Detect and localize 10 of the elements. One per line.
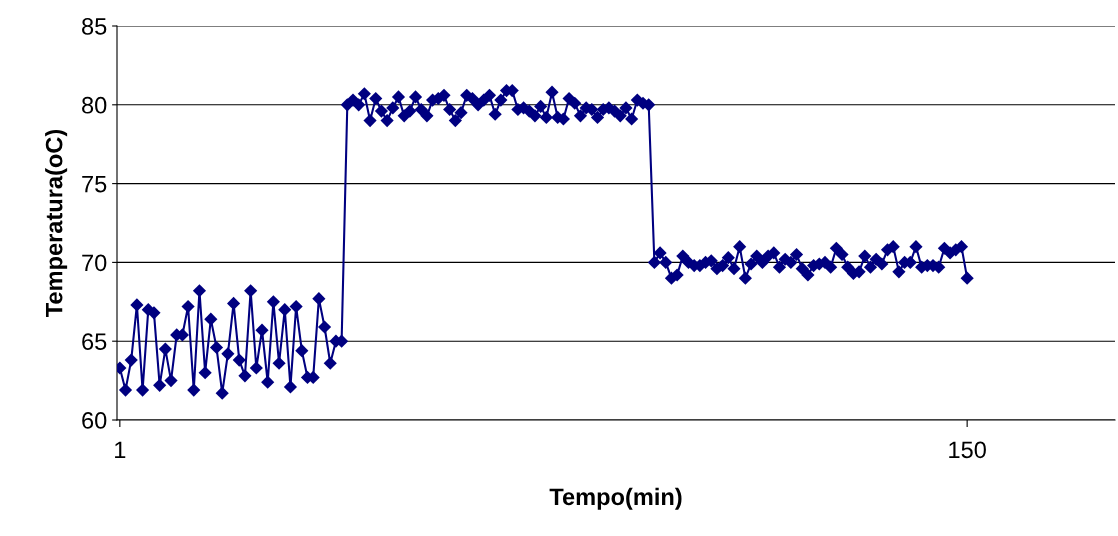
y-tick-label: 85 (82, 18, 107, 35)
x-tick-label: 150 (949, 441, 986, 459)
y-axis-title: Temperatura(oC) (45, 129, 68, 317)
y-tick-label: 70 (82, 254, 107, 272)
y-tick-label: 60 (82, 412, 107, 429)
x-tick-label: 1 (115, 441, 126, 458)
y-tick-label: 75 (82, 175, 107, 193)
y-tick-label: 65 (82, 333, 107, 350)
x-axis-title: Tempo(min) (549, 487, 682, 510)
y-tick-label: 80 (82, 96, 107, 114)
